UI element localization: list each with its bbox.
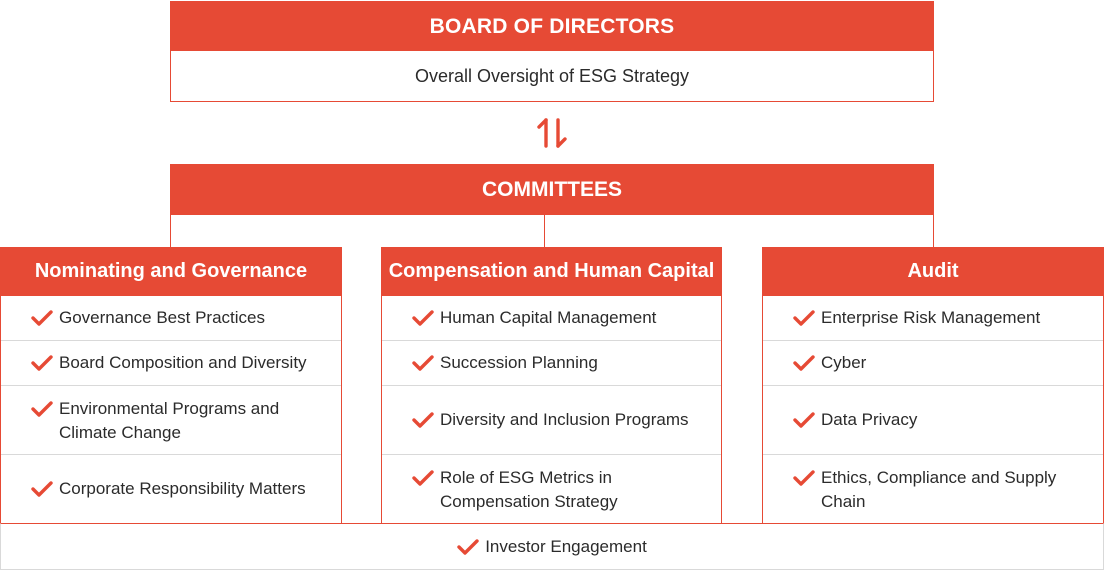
check-icon bbox=[793, 310, 815, 326]
list-item: Role of ESG Metrics in Compensation Stra… bbox=[382, 455, 721, 523]
connector-line-right bbox=[933, 214, 934, 248]
list-item: Human Capital Management bbox=[382, 296, 721, 341]
check-icon bbox=[793, 470, 815, 486]
list-item: Diversity and Inclusion Programs bbox=[382, 386, 721, 455]
check-icon bbox=[31, 310, 53, 326]
check-icon bbox=[31, 401, 53, 417]
committee-list-nominating: Governance Best Practices Board Composit… bbox=[0, 296, 342, 523]
board-title: BOARD OF DIRECTORS bbox=[170, 1, 934, 52]
investor-engagement-row: Investor Engagement bbox=[0, 523, 1104, 570]
list-item: Governance Best Practices bbox=[1, 296, 341, 341]
check-icon bbox=[31, 481, 53, 497]
check-icon bbox=[412, 470, 434, 486]
connector-line-left bbox=[170, 214, 171, 248]
check-icon bbox=[31, 355, 53, 371]
list-item: Data Privacy bbox=[763, 386, 1103, 455]
committee-header-compensation: Compensation and Human Capital bbox=[381, 247, 722, 296]
check-icon bbox=[793, 412, 815, 428]
list-item: Cyber bbox=[763, 341, 1103, 386]
investor-engagement-label: Investor Engagement bbox=[485, 536, 647, 556]
committees-title: COMMITTEES bbox=[170, 164, 934, 215]
list-item: Environmental Programs and Climate Chang… bbox=[1, 386, 341, 455]
committee-header-nominating: Nominating and Governance bbox=[0, 247, 342, 296]
list-item: Succession Planning bbox=[382, 341, 721, 386]
committee-list-compensation: Human Capital Management Succession Plan… bbox=[381, 296, 722, 523]
check-icon bbox=[412, 355, 434, 371]
list-item: Ethics, Compliance and Supply Chain bbox=[763, 455, 1103, 523]
list-item: Corporate Responsibility Matters bbox=[1, 455, 341, 523]
committee-list-audit: Enterprise Risk Management Cyber Data Pr… bbox=[762, 296, 1104, 523]
committee-header-audit: Audit bbox=[762, 247, 1104, 296]
check-icon bbox=[793, 355, 815, 371]
check-icon bbox=[412, 412, 434, 428]
check-icon bbox=[412, 310, 434, 326]
bidirectional-arrows-icon bbox=[537, 118, 567, 148]
list-item: Enterprise Risk Management bbox=[763, 296, 1103, 341]
connector-line-center bbox=[544, 214, 545, 248]
board-subtitle: Overall Oversight of ESG Strategy bbox=[170, 51, 934, 102]
list-item: Board Composition and Diversity bbox=[1, 341, 341, 386]
check-icon bbox=[457, 538, 479, 555]
